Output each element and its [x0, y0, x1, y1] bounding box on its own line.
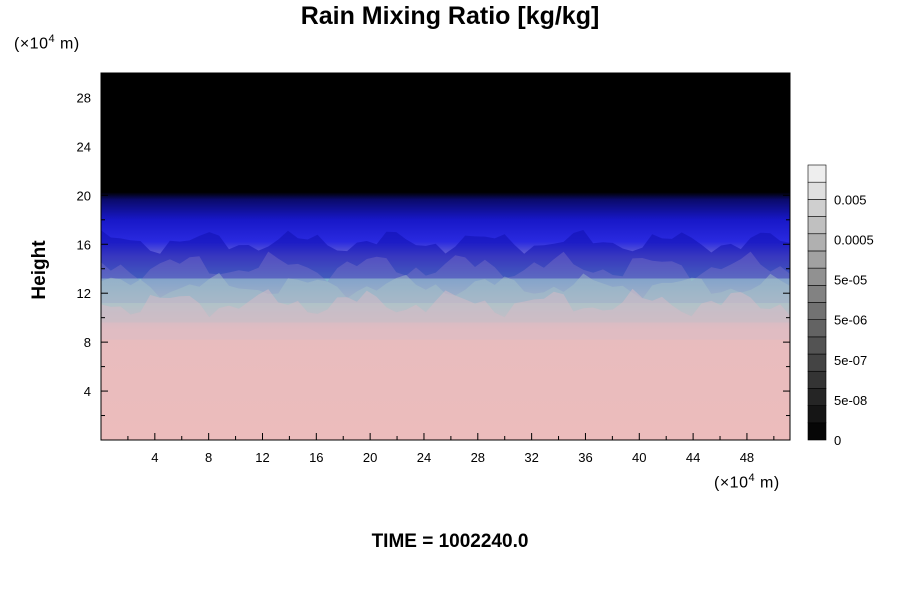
colorbar: 0 5e-08 5e-07 5e-06 5e-05 0.0005 0.005	[807, 164, 874, 448]
y-axis-ticks: 4 8 12 16 20 24 28	[77, 90, 790, 417]
x-tick-label: 36	[578, 450, 592, 465]
y-tick-label: 4	[84, 384, 91, 399]
colorbar-label: 0.005	[834, 192, 867, 207]
grey-turbulence-band	[101, 288, 790, 340]
x-tick-label: 24	[417, 450, 431, 465]
colorbar-level	[807, 336, 827, 355]
colorbar-level	[807, 250, 827, 269]
y-axis-unit: (×104 m)	[14, 33, 80, 53]
x-tick-label: 32	[524, 450, 538, 465]
y-tick-label: 24	[77, 139, 91, 154]
colorbar-level	[807, 319, 827, 338]
x-tick-label: 20	[363, 450, 377, 465]
colorbar-label: 5e-06	[834, 313, 867, 328]
y-tick-label: 20	[77, 188, 91, 203]
colorbar-label: 5e-08	[834, 393, 867, 408]
colorbar-level	[807, 216, 827, 235]
x-tick-label: 4	[151, 450, 158, 465]
colorbar-level	[807, 353, 827, 372]
x-tick-label: 12	[255, 450, 269, 465]
x-tick-label: 8	[205, 450, 212, 465]
x-tick-label: 48	[740, 450, 754, 465]
x-tick-label: 28	[471, 450, 485, 465]
colorbar-label: 5e-05	[834, 273, 867, 288]
blue-turbulence-band	[101, 230, 790, 279]
colorbar-label: 0.0005	[834, 232, 874, 247]
colorbar-label: 0	[834, 433, 841, 448]
x-tick-label: 44	[686, 450, 700, 465]
y-tick-label: 8	[84, 335, 91, 350]
colorbar-label: 5e-07	[834, 353, 867, 368]
colorbar-level	[807, 405, 827, 424]
chart-title: Rain Mixing Ratio [kg/kg]	[300, 2, 600, 30]
x-tick-label: 16	[309, 450, 323, 465]
heatmap-field	[100, 72, 791, 441]
colorbar-level	[807, 370, 827, 389]
colorbar-level	[807, 233, 827, 252]
x-tick-label: 40	[632, 450, 646, 465]
colorbar-level	[807, 181, 827, 200]
time-label: TIME = 1002240.0	[371, 531, 529, 552]
colorbar-level	[807, 422, 827, 441]
y-tick-label: 28	[77, 90, 91, 105]
x-axis-unit: (×104 m)	[714, 472, 780, 492]
y-tick-label: 12	[77, 286, 91, 301]
colorbar-level	[807, 164, 827, 183]
plot-frame	[100, 72, 791, 441]
colorbar-level	[807, 302, 827, 320]
colorbar-level	[807, 388, 827, 406]
x-axis-ticks: 4 8 12 16 20 24 28 32 36 40 44 48	[127, 73, 775, 465]
colorbar-level	[807, 199, 827, 217]
colorbar-level	[807, 285, 827, 303]
y-tick-label: 16	[77, 237, 91, 252]
purple-turbulence-band	[101, 251, 790, 303]
colorbar-level	[807, 267, 827, 286]
